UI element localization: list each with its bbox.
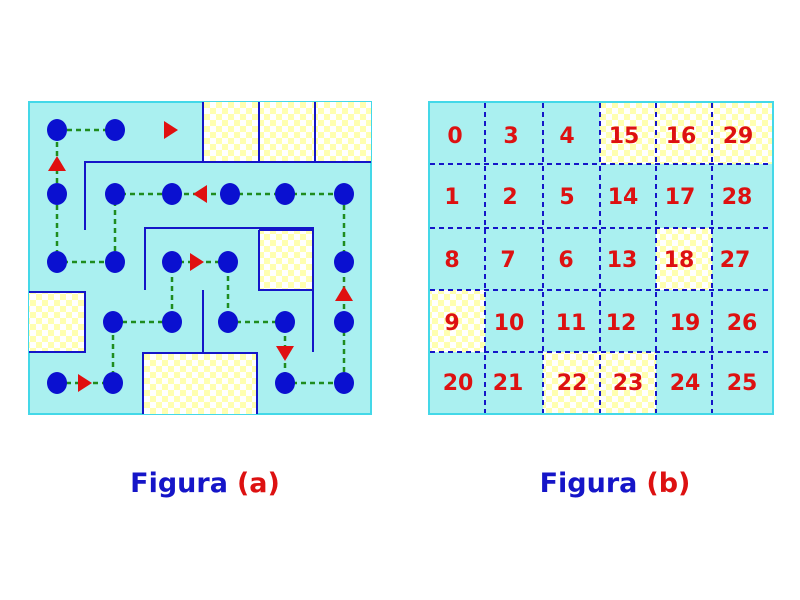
cell-number: 21 <box>493 371 524 396</box>
route-dot <box>103 311 123 333</box>
route-dot <box>275 372 295 394</box>
cell-number: 13 <box>607 248 638 273</box>
route-dot <box>162 311 182 333</box>
highlighted-cell <box>600 352 656 413</box>
route-dot <box>103 372 123 394</box>
figure-a: Figura (a) <box>28 101 372 499</box>
obstacle-cell <box>29 292 85 352</box>
figure-a-obstacles <box>29 102 371 414</box>
obstacle-cell <box>143 353 257 414</box>
route-dot <box>334 183 354 205</box>
cell-number: 18 <box>664 248 695 273</box>
cell-number: 17 <box>665 185 696 210</box>
cell-number: 9 <box>444 311 459 336</box>
figure-b-grid-lines <box>430 103 772 413</box>
cell-number: 7 <box>500 248 515 273</box>
cell-number: 22 <box>557 371 588 396</box>
cell-number: 10 <box>494 311 525 336</box>
highlighted-cell <box>712 103 772 164</box>
cell-number: 28 <box>722 185 753 210</box>
cell-number: 26 <box>727 311 758 336</box>
figure-b-highlighted-cells <box>430 103 772 413</box>
arrow-left-icon <box>193 185 207 203</box>
cell-number: 19 <box>670 311 701 336</box>
highlighted-cell <box>600 103 656 164</box>
obstacle-cell <box>203 102 259 162</box>
obstacle-cell <box>259 230 313 290</box>
obstacle-cell <box>315 102 371 162</box>
cell-number: 11 <box>556 311 587 336</box>
route-path <box>55 128 346 385</box>
route-dot <box>162 183 182 205</box>
arrow-right-icon <box>164 121 178 139</box>
highlighted-cell <box>656 103 712 164</box>
route-dot <box>47 251 67 273</box>
cell-number: 25 <box>727 371 758 396</box>
figure-a-caption-word: Figura <box>130 468 228 499</box>
route-dots <box>47 119 354 394</box>
figure-a-caption: Figura (a) <box>130 468 280 499</box>
figure-b-caption-letter: (b) <box>646 468 690 499</box>
figure-a-walls <box>29 102 371 414</box>
cell-number: 4 <box>559 124 574 149</box>
wall <box>142 352 258 414</box>
route-dot <box>47 119 67 141</box>
route-arrows <box>48 121 353 392</box>
cell-number: 14 <box>608 185 639 210</box>
figure-b: 0 3 4 15 16 29 1 2 5 14 17 28 8 7 6 13 1… <box>428 101 774 499</box>
cell-number: 12 <box>606 311 637 336</box>
cell-number: 8 <box>444 248 459 273</box>
route-dot <box>105 183 125 205</box>
route-dot <box>334 372 354 394</box>
route-dot <box>47 372 67 394</box>
figure-b-caption-word: Figura <box>540 468 638 499</box>
route-dot <box>162 251 182 273</box>
route-dot <box>218 311 238 333</box>
wall <box>258 230 313 291</box>
obstacle-cell <box>259 102 315 162</box>
cell-number: 1 <box>444 185 459 210</box>
cell-number: 29 <box>723 124 754 149</box>
wall <box>29 291 86 353</box>
figure-a-caption-letter: (a) <box>237 468 280 499</box>
route-dot <box>218 251 238 273</box>
cell-number: 23 <box>613 371 644 396</box>
arrow-right-icon <box>190 253 204 271</box>
route-dot <box>105 251 125 273</box>
cell-number: 6 <box>558 248 573 273</box>
cell-number: 15 <box>609 124 640 149</box>
route-dot <box>47 183 67 205</box>
highlighted-cell <box>656 228 712 290</box>
cell-number: 3 <box>503 124 518 149</box>
wall <box>84 161 203 230</box>
figure-b-numbers: 0 3 4 15 16 29 1 2 5 14 17 28 8 7 6 13 1… <box>443 124 758 396</box>
route-dot <box>334 311 354 333</box>
figure-b-caption: Figura (b) <box>540 468 691 499</box>
route-dot <box>105 119 125 141</box>
arrow-down-icon <box>276 346 294 361</box>
route-dot <box>275 183 295 205</box>
arrow-up-icon <box>335 286 353 301</box>
cell-number: 20 <box>443 371 474 396</box>
route-dot <box>220 183 240 205</box>
cell-number: 16 <box>666 124 697 149</box>
highlighted-cell <box>430 290 485 352</box>
cell-number: 27 <box>720 248 751 273</box>
cell-number: 2 <box>502 185 517 210</box>
highlighted-cell <box>543 352 600 413</box>
cell-number: 24 <box>670 371 701 396</box>
cell-number: 5 <box>559 185 574 210</box>
route-dot <box>275 311 295 333</box>
arrow-up-icon <box>48 156 66 171</box>
route-dot <box>334 251 354 273</box>
cell-number: 0 <box>447 124 462 149</box>
arrow-right-icon <box>78 374 92 392</box>
